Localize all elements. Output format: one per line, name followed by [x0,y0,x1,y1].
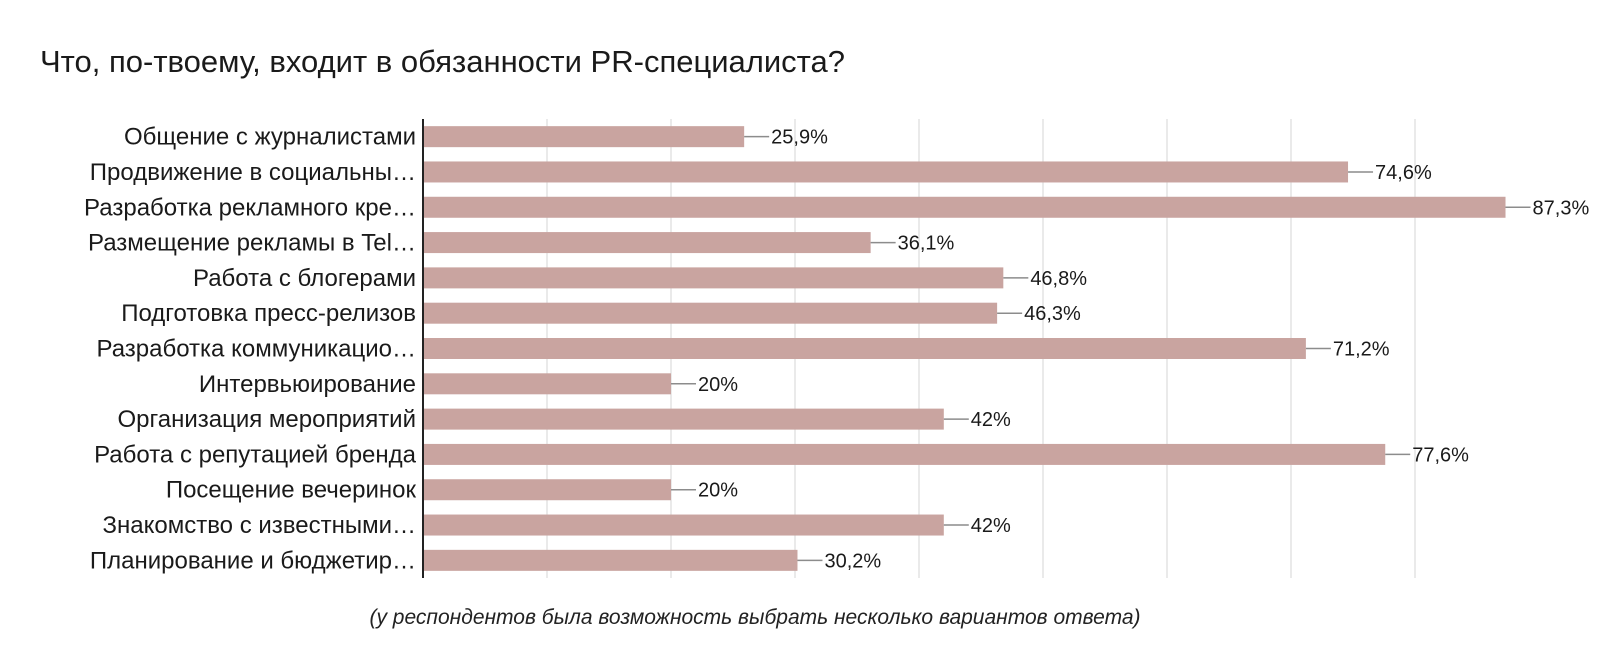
bar [423,338,1306,359]
data-label: 20% [698,480,738,502]
bar [423,549,798,571]
category-label: Размещение рекламы в Tel… [88,230,416,257]
bar [423,302,998,324]
bar [423,408,944,430]
bar [423,443,1386,465]
data-label: 87,3% [1533,197,1590,219]
data-label: 77,6% [1412,444,1469,466]
category-labels: Общение с журналистами Продвижение в соци… [84,124,417,575]
data-label: 74,6% [1375,162,1432,184]
bar [423,479,671,501]
chart-title: Что, по-твоему, входит в обязанности PR-… [40,44,846,79]
data-label: 46,3% [1024,303,1081,325]
data-label: 30,2% [824,550,881,572]
data-label: 20% [698,374,738,396]
category-label: Организация мероприятий [117,406,416,433]
bar [423,267,1004,289]
bar [423,196,1506,218]
category-label: Разработка коммуникацио… [96,336,416,363]
footnote: (у респондентов была возможность выбрать… [369,606,1141,629]
category-label: Посещение вечеринок [166,477,417,504]
category-label: Разработка рекламного кре… [84,194,416,221]
value-labels: 25,9% 74,6% 87,3% 36,1% 46,8% 46,3% 71,2% 20% 42… [671,127,1590,572]
category-label: Подготовка пресс-релизов [121,300,416,327]
data-label: 25,9% [771,127,828,149]
category-label: Работа с блогерами [193,265,416,292]
data-label: 42% [971,515,1011,537]
data-label: 46,8% [1030,268,1087,290]
category-label: Интервьюирование [199,371,416,398]
data-label: 36,1% [898,233,955,255]
bars [423,126,1506,571]
bar [423,514,944,536]
data-label: 42% [971,409,1011,431]
data-label: 71,2% [1333,339,1390,361]
category-label: Продвижение в социальны… [90,159,416,186]
bar [423,373,671,395]
category-label: Знакомство с известными… [102,512,416,539]
category-label: Работа с репутацией бренда [94,441,417,468]
category-label: Планирование и бюджетир… [90,547,416,574]
bar [423,232,871,254]
bar [423,161,1349,183]
bar [423,126,745,148]
category-label: Общение с журналистами [124,124,416,151]
